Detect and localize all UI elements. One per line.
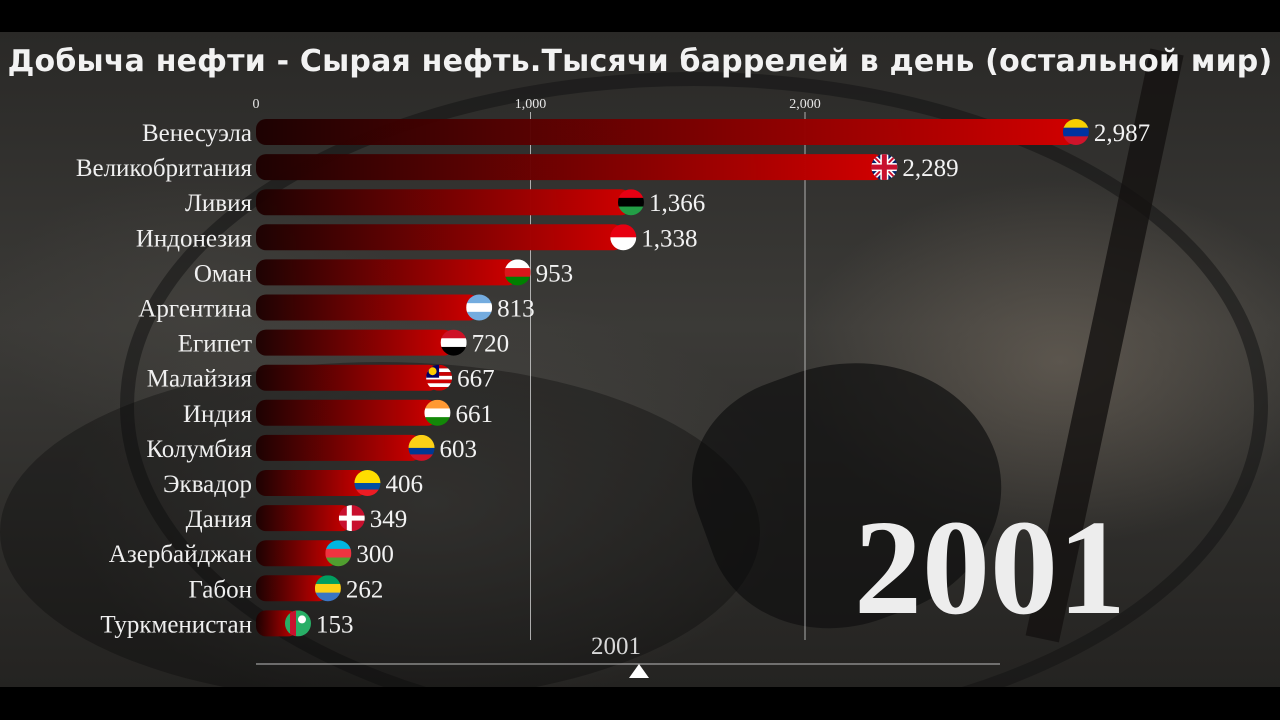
azerbaijan-flag-icon (325, 540, 352, 567)
argentina-flag-icon (466, 294, 493, 321)
chart-title: Добыча нефти - Сырая нефть.Тысячи баррел… (7, 44, 1273, 79)
bar (256, 505, 352, 532)
bar (256, 540, 339, 567)
category-label: Оман (194, 260, 252, 287)
ecuador-flag-icon (354, 470, 381, 496)
libya-flag-icon (617, 189, 644, 216)
category-label: Индонезия (136, 225, 253, 252)
bar (256, 470, 368, 496)
value-label: 813 (497, 296, 534, 323)
value-label: 300 (356, 541, 394, 568)
bar (256, 189, 631, 216)
category-label: Азербайджан (109, 541, 252, 568)
category-label: Колумбия (146, 436, 252, 463)
uk-flag-icon (871, 154, 898, 181)
colombia-flag-icon (408, 434, 435, 461)
category-label: Дания (186, 506, 253, 533)
x-tick-label: 0 (253, 97, 260, 112)
malaysia-flag-icon (426, 364, 453, 391)
denmark-flag-icon (338, 505, 365, 532)
category-label: Габон (188, 576, 252, 603)
value-label: 720 (472, 331, 510, 358)
bar (256, 224, 624, 251)
egypt-flag-icon (440, 329, 467, 356)
venezuela-flag-icon (1062, 119, 1089, 145)
turkmenistan-flag-icon (284, 610, 311, 637)
category-label: Аргентина (138, 296, 252, 323)
value-label: 953 (536, 260, 574, 287)
value-label: 349 (370, 506, 408, 533)
indonesia-flag-icon (610, 224, 637, 251)
bar (256, 575, 328, 602)
category-label: Венесуэла (142, 120, 252, 147)
gabon-flag-icon (314, 575, 341, 602)
category-label: Великобритания (76, 155, 253, 182)
bar (256, 399, 438, 426)
bar (256, 294, 480, 321)
category-label: Египет (178, 331, 252, 358)
x-tick-label: 2,000 (789, 97, 821, 112)
timeline-marker (629, 664, 649, 678)
category-label: Индия (183, 401, 253, 428)
bar (256, 329, 454, 356)
bar (256, 434, 422, 461)
bar (256, 259, 518, 286)
bar (256, 119, 1076, 145)
value-label: 1,366 (649, 190, 705, 217)
oman-flag-icon (504, 259, 531, 286)
value-label: 1,338 (641, 225, 697, 252)
bar (256, 154, 885, 181)
value-label: 2,289 (902, 155, 958, 182)
value-label: 667 (457, 366, 495, 393)
india-flag-icon (424, 399, 451, 426)
category-label: Эквадор (163, 471, 252, 498)
value-label: 661 (455, 401, 493, 428)
value-label: 2,987 (1094, 120, 1150, 147)
value-label: 603 (440, 436, 478, 463)
value-label: 153 (316, 611, 354, 638)
bar (256, 364, 440, 391)
timeline-year-label: 2001 (591, 633, 641, 660)
value-label: 406 (385, 471, 423, 498)
category-label: Малайзия (147, 366, 253, 393)
year-display: 2001 (854, 493, 1126, 643)
category-label: Ливия (185, 190, 253, 217)
value-label: 262 (346, 576, 384, 603)
x-tick-label: 1,000 (515, 97, 547, 112)
category-label: Туркменистан (100, 611, 252, 638)
